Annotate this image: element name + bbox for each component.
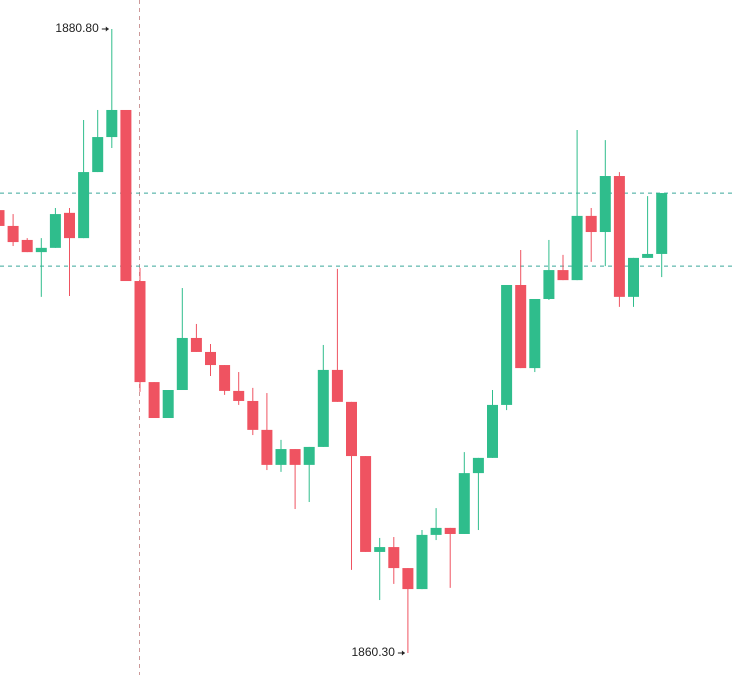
candle-body — [190, 337, 202, 352]
candle-body — [303, 446, 315, 465]
candle-body — [233, 390, 245, 401]
candle-body — [458, 473, 470, 534]
candle-body — [529, 298, 541, 369]
candle-body — [162, 390, 174, 419]
candle-body — [219, 365, 231, 391]
candle-body — [416, 534, 428, 590]
candle-body — [444, 527, 456, 534]
candle-body — [247, 400, 259, 430]
candle-body — [275, 449, 287, 465]
candle-body — [571, 215, 583, 281]
candle-body — [515, 284, 527, 369]
candle-body — [613, 176, 625, 297]
candle-body — [360, 456, 372, 552]
candle-body — [49, 214, 61, 248]
candle-body — [78, 172, 90, 239]
candle-body — [430, 527, 442, 535]
arrow-head — [401, 650, 405, 656]
candle-body — [557, 270, 569, 281]
candle-body — [134, 281, 146, 383]
candle-body — [599, 176, 611, 233]
candle-body — [628, 257, 639, 297]
candle-body — [0, 210, 5, 226]
candle-body — [374, 547, 386, 552]
candle-body — [7, 225, 19, 243]
candle-body — [487, 404, 498, 458]
candle-body — [585, 215, 597, 233]
candle-body — [35, 247, 47, 253]
candle-body — [346, 401, 357, 457]
candle-body — [21, 239, 33, 253]
annotation-label: 1880.80 — [55, 21, 99, 35]
candle-body — [261, 429, 273, 465]
candle-body — [148, 382, 160, 419]
candle-body — [289, 449, 301, 465]
candle-body — [331, 369, 343, 402]
candle-body — [642, 253, 654, 258]
candle-body — [205, 351, 216, 366]
annotation-label: 1860.30 — [352, 645, 396, 659]
arrow-head — [105, 26, 109, 32]
candle-body — [176, 337, 188, 391]
candle-body — [501, 284, 513, 405]
candle-body — [402, 568, 414, 590]
candle-body — [317, 369, 329, 447]
candle-body — [472, 457, 484, 474]
candle-body — [388, 547, 400, 569]
candle-body — [92, 137, 104, 173]
candle-body — [656, 193, 668, 254]
candle-body — [543, 270, 555, 299]
candle-body — [120, 109, 132, 282]
candle-body — [106, 109, 118, 138]
candle-body — [64, 212, 75, 239]
